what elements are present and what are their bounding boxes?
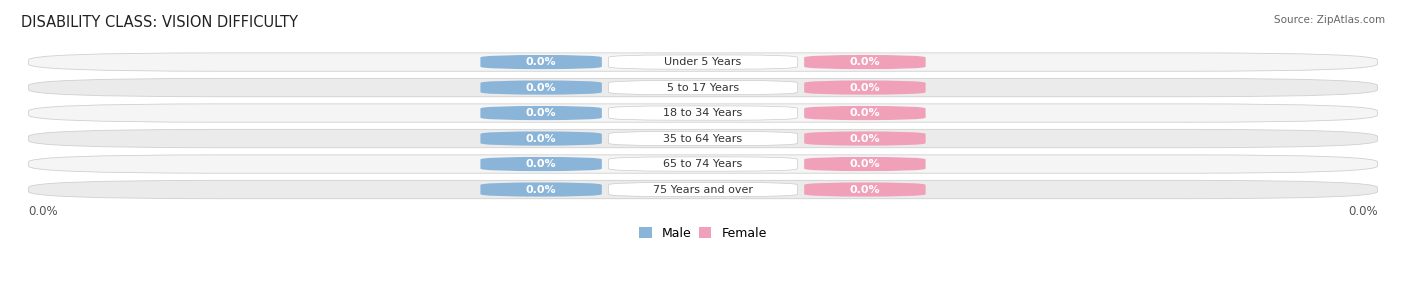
- Text: 0.0%: 0.0%: [526, 108, 557, 118]
- Text: 0.0%: 0.0%: [526, 159, 557, 169]
- Text: 0.0%: 0.0%: [849, 83, 880, 92]
- Text: 65 to 74 Years: 65 to 74 Years: [664, 159, 742, 169]
- FancyBboxPatch shape: [28, 129, 1378, 148]
- Text: 0.0%: 0.0%: [28, 205, 58, 218]
- Text: 0.0%: 0.0%: [526, 57, 557, 67]
- Legend: Male, Female: Male, Female: [634, 222, 772, 245]
- FancyBboxPatch shape: [609, 55, 797, 69]
- FancyBboxPatch shape: [609, 157, 797, 171]
- FancyBboxPatch shape: [481, 55, 602, 69]
- FancyBboxPatch shape: [804, 157, 925, 171]
- Text: 0.0%: 0.0%: [526, 134, 557, 144]
- Text: 0.0%: 0.0%: [849, 185, 880, 195]
- FancyBboxPatch shape: [804, 182, 925, 197]
- Text: 5 to 17 Years: 5 to 17 Years: [666, 83, 740, 92]
- FancyBboxPatch shape: [28, 78, 1378, 97]
- Text: Source: ZipAtlas.com: Source: ZipAtlas.com: [1274, 15, 1385, 25]
- Text: 0.0%: 0.0%: [526, 83, 557, 92]
- FancyBboxPatch shape: [804, 106, 925, 120]
- FancyBboxPatch shape: [609, 131, 797, 146]
- Text: 0.0%: 0.0%: [1348, 205, 1378, 218]
- FancyBboxPatch shape: [481, 157, 602, 171]
- Text: Under 5 Years: Under 5 Years: [665, 57, 741, 67]
- Text: 0.0%: 0.0%: [849, 57, 880, 67]
- Text: 0.0%: 0.0%: [849, 134, 880, 144]
- Text: 0.0%: 0.0%: [526, 185, 557, 195]
- FancyBboxPatch shape: [609, 182, 797, 197]
- FancyBboxPatch shape: [481, 182, 602, 197]
- Text: DISABILITY CLASS: VISION DIFFICULTY: DISABILITY CLASS: VISION DIFFICULTY: [21, 15, 298, 30]
- Text: 18 to 34 Years: 18 to 34 Years: [664, 108, 742, 118]
- FancyBboxPatch shape: [28, 104, 1378, 122]
- FancyBboxPatch shape: [28, 180, 1378, 199]
- FancyBboxPatch shape: [804, 55, 925, 69]
- FancyBboxPatch shape: [609, 81, 797, 95]
- FancyBboxPatch shape: [481, 106, 602, 120]
- Text: 0.0%: 0.0%: [849, 108, 880, 118]
- Text: 35 to 64 Years: 35 to 64 Years: [664, 134, 742, 144]
- FancyBboxPatch shape: [28, 53, 1378, 71]
- Text: 75 Years and over: 75 Years and over: [652, 185, 754, 195]
- FancyBboxPatch shape: [481, 81, 602, 95]
- FancyBboxPatch shape: [609, 106, 797, 120]
- FancyBboxPatch shape: [804, 131, 925, 146]
- FancyBboxPatch shape: [804, 81, 925, 95]
- FancyBboxPatch shape: [481, 131, 602, 146]
- FancyBboxPatch shape: [28, 155, 1378, 173]
- Text: 0.0%: 0.0%: [849, 159, 880, 169]
